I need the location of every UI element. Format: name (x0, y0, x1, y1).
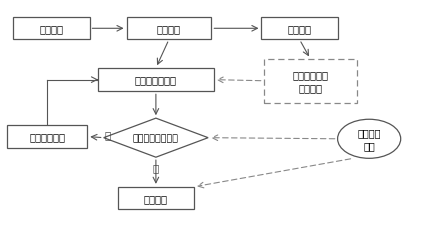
Text: 否: 否 (105, 130, 111, 140)
FancyBboxPatch shape (7, 126, 87, 148)
Text: 其余跨连锁崩塌？: 其余跨连锁崩塌？ (133, 134, 179, 142)
Text: 抓水清淤: 抓水清淤 (157, 24, 181, 34)
FancyBboxPatch shape (13, 18, 89, 40)
Text: 河道围堰: 河道围堰 (39, 24, 64, 34)
Text: 修筑施工便道: 修筑施工便道 (29, 132, 65, 142)
FancyBboxPatch shape (264, 60, 357, 103)
Text: 封闭交通: 封闭交通 (287, 24, 311, 34)
FancyBboxPatch shape (118, 187, 194, 209)
FancyBboxPatch shape (261, 18, 338, 40)
Text: 清理现场: 清理现场 (144, 193, 168, 203)
FancyBboxPatch shape (98, 69, 214, 92)
Text: 实时变形
监测: 实时变形 监测 (357, 128, 381, 151)
Ellipse shape (338, 120, 401, 159)
Text: 是: 是 (153, 162, 159, 172)
Polygon shape (104, 119, 208, 158)
FancyBboxPatch shape (127, 18, 212, 40)
Text: 拆除栏杆和桥
面混凝土: 拆除栏杆和桥 面混凝土 (293, 70, 328, 93)
Text: 锯断当前侧拱脚: 锯断当前侧拱脚 (135, 75, 177, 85)
